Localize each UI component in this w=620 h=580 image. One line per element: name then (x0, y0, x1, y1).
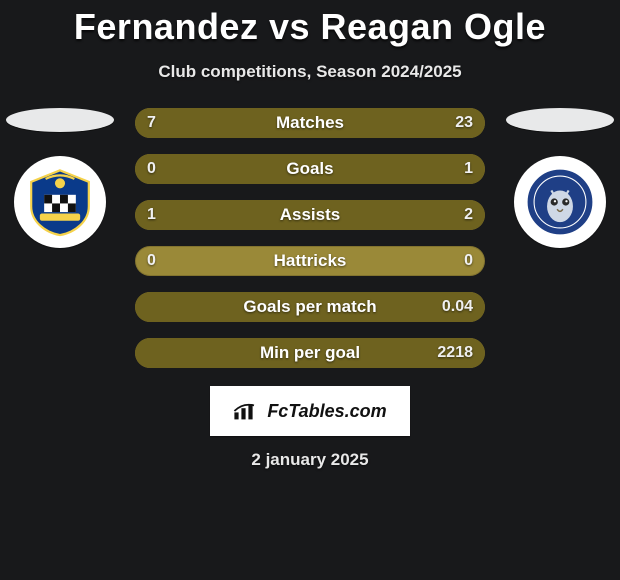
stat-value-left: 7 (147, 108, 156, 138)
stat-value-left: 0 (147, 154, 156, 184)
right-player-column (500, 108, 620, 248)
watermark: FcTables.com (210, 386, 410, 436)
subtitle: Club competitions, Season 2024/2025 (0, 62, 620, 82)
stat-value-right: 0 (464, 246, 473, 276)
stat-value-left: 0 (147, 246, 156, 276)
stat-row: Min per goal2218 (135, 338, 485, 368)
left-club-crest (14, 156, 106, 248)
crest-right-icon (524, 166, 596, 238)
stat-value-right: 1 (464, 154, 473, 184)
chart-icon (233, 401, 261, 421)
stat-label: Goals per match (135, 292, 485, 322)
stat-label: Hattricks (135, 246, 485, 276)
stat-value-right: 2 (464, 200, 473, 230)
stat-value-right: 2218 (437, 338, 473, 368)
comparison-panel: Matches723Goals01Assists12Hattricks00Goa… (0, 108, 620, 378)
crest-left-icon (24, 166, 96, 238)
stat-value-left: 1 (147, 200, 156, 230)
left-player-silhouette (6, 108, 114, 132)
stat-row: Goals0 1 (135, 154, 485, 184)
stat-row: Hattricks0 0 (135, 246, 485, 276)
stat-label: Goals (135, 154, 485, 184)
stat-bars: Matches723Goals01Assists12Hattricks00Goa… (135, 108, 485, 384)
watermark-text: FcTables.com (267, 401, 386, 422)
stat-row: Assists1 2 (135, 200, 485, 230)
stat-value-right: 0.04 (442, 292, 473, 322)
date-text: 2 january 2025 (0, 450, 620, 470)
stat-row: Matches7 23 (135, 108, 485, 138)
stat-label: Matches (135, 108, 485, 138)
left-player-column (0, 108, 120, 248)
page-title: Fernandez vs Reagan Ogle (0, 0, 620, 48)
right-club-crest (514, 156, 606, 248)
stat-row: Goals per match0.04 (135, 292, 485, 322)
stat-value-right: 23 (455, 108, 473, 138)
stat-label: Min per goal (135, 338, 485, 368)
stat-label: Assists (135, 200, 485, 230)
right-player-silhouette (506, 108, 614, 132)
